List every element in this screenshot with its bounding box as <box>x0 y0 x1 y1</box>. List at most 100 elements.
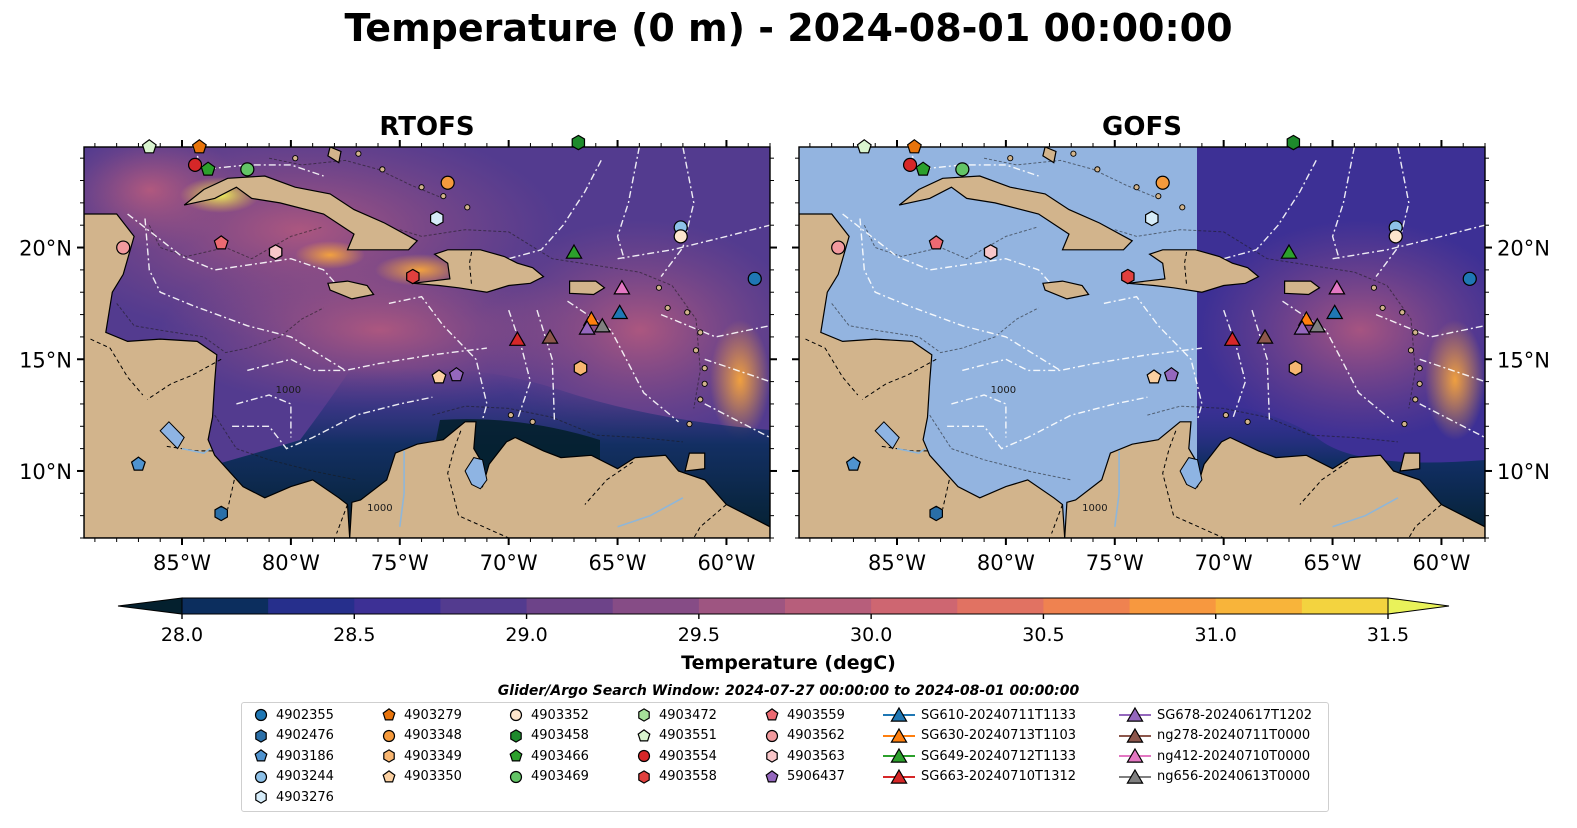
country-border <box>693 504 727 538</box>
country-border <box>1299 461 1349 505</box>
legend-label: 4903554 <box>659 748 717 764</box>
colorbar-tick-label: 29.5 <box>678 624 720 646</box>
lat-tick-label: 10°N <box>1497 460 1550 484</box>
rtofs-overlay: 1000 1000 <box>84 147 770 538</box>
legend-item: 4903472 <box>635 705 717 725</box>
legend-marker-icon <box>1119 747 1151 763</box>
legend-label: 4903472 <box>659 707 717 723</box>
legend-item: 4903466 <box>507 746 589 766</box>
land-small-island <box>655 284 662 291</box>
legend-marker-icon <box>637 728 651 742</box>
river <box>1332 497 1399 528</box>
legend-marker-icon <box>382 708 396 721</box>
legend-item: 4903559 <box>763 705 845 725</box>
land-small-island <box>1412 396 1419 403</box>
land-small-island <box>379 166 386 173</box>
legend-marker-icon <box>255 728 267 743</box>
land-cuba <box>183 175 419 251</box>
bathymetry-label: 1000 <box>991 385 1016 396</box>
legend-item: 4903551 <box>635 726 717 746</box>
gofs-overlay: 1000 1000 <box>799 147 1485 538</box>
lake-nicaragua <box>874 421 900 450</box>
eez-boundary <box>951 394 1007 438</box>
lon-tick-label: 75°W <box>371 551 429 575</box>
panel-title-gofs: GOFS <box>1102 112 1182 142</box>
eez-boundary <box>1223 157 1318 260</box>
colorbar-segment <box>612 598 700 614</box>
land-south-america <box>349 421 770 538</box>
marker-5906437 <box>448 366 464 382</box>
legend-item: 4903186 <box>252 746 334 766</box>
marker-sg610-20240711t1133 <box>611 304 629 320</box>
country-border <box>447 430 509 538</box>
land-small-island <box>664 304 671 311</box>
legend-marker <box>382 729 396 742</box>
legend-label: 4903348 <box>404 728 462 744</box>
legend-marker <box>382 708 396 721</box>
lon-tick-label: 60°W <box>697 551 755 575</box>
eez-boundary <box>236 394 292 438</box>
legend-label: 4903186 <box>276 748 334 764</box>
colorbar-segment <box>268 598 355 614</box>
colorbar: 28.0 28.5 29.0 29.5 30.0 30.5 31.0 31.5 <box>117 597 1450 646</box>
land-puerto-rico <box>1284 280 1321 296</box>
river <box>1114 450 1120 527</box>
legend-marker <box>765 708 779 721</box>
legend-marker-icon <box>254 770 268 783</box>
marker-4903558 <box>406 268 420 285</box>
legend-item: 5906437 <box>763 767 845 787</box>
axis-ticks: 85°W 80°W 75°W 70°W 65°W 60°W 20°N 15°N 10°N 85°W… <box>19 140 1550 575</box>
marker-4903558 <box>1121 268 1135 285</box>
eez-boundary <box>1375 313 1485 338</box>
bathymetry-contour <box>399 229 701 409</box>
lon-tick-label: 80°W <box>262 551 320 575</box>
gofs-warm-field <box>1425 320 1485 440</box>
eez-boundary <box>947 396 1148 450</box>
legend-marker <box>765 729 779 742</box>
bathymetry-contour <box>116 303 324 354</box>
legend-marker-icon <box>883 706 915 722</box>
marker-4902476 <box>929 505 943 522</box>
legend-item: 4903350 <box>380 767 462 787</box>
legend-marker <box>255 790 267 805</box>
colorbar-segment <box>182 598 269 614</box>
land-small-island <box>1222 412 1229 419</box>
marker-4903469 <box>955 162 970 177</box>
marker-sg649-20240712t1133 <box>565 243 583 259</box>
country-border <box>1408 504 1442 538</box>
eez-boundary <box>704 403 770 439</box>
country-border <box>805 338 859 396</box>
legend-marker-icon <box>883 747 915 763</box>
legend-item: ng656-20240613T0000 <box>1119 767 1310 787</box>
country-border <box>1051 504 1063 534</box>
marker-4903562 <box>116 240 131 255</box>
legend-label: SG678-20240617T1202 <box>1157 707 1313 723</box>
legend-label: 4903558 <box>659 769 717 785</box>
colorbar-segment <box>1301 598 1389 614</box>
bathymetry-contour <box>929 414 1072 481</box>
colorbar-segment <box>871 598 958 614</box>
bathymetry-contour <box>214 414 357 481</box>
legend-marker <box>890 747 908 763</box>
legend-marker-icon <box>883 768 915 784</box>
eez-boundary <box>536 309 556 420</box>
land-small-island <box>692 347 700 354</box>
legend-item: 4903558 <box>635 767 717 787</box>
country-border <box>942 479 950 510</box>
marker-4903349 <box>1288 360 1303 376</box>
river <box>181 447 211 454</box>
marker-4903562 <box>831 240 846 255</box>
marker-4903348 <box>1155 175 1170 190</box>
eez-boundary <box>842 213 1059 293</box>
legend: 4902355 4902476 4903186 4903244 4903276 49032… <box>241 702 1329 812</box>
eez-boundary <box>1103 295 1203 420</box>
colorbar-outline <box>181 597 1389 615</box>
land-trinidad <box>1399 452 1421 472</box>
land-small-island <box>1379 304 1386 311</box>
bathymetry-label: 1000 <box>276 385 301 396</box>
legend-label: 4903469 <box>531 769 589 785</box>
legend-marker-icon <box>509 770 523 783</box>
legend-marker <box>255 728 267 743</box>
legend-label: ng412-20240710T0000 <box>1157 748 1311 764</box>
colorbar-segment <box>785 598 872 614</box>
